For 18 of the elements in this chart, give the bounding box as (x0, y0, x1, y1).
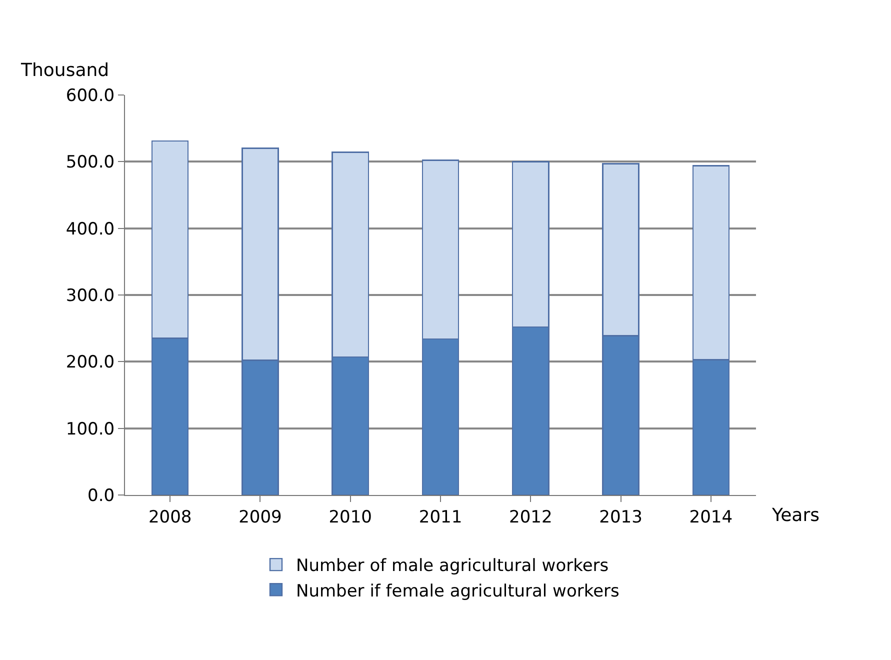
y-tick-label: 600.0 (66, 86, 115, 106)
y-tick-label: 0.0 (88, 486, 115, 506)
x-tick-label: 2009 (238, 507, 282, 528)
y-tick-label: 100.0 (66, 419, 115, 440)
x-tick-label: 2010 (328, 507, 372, 528)
y-tick-label: 300.0 (66, 286, 115, 306)
legend-label: Number if female agricultural workers (296, 581, 620, 602)
x-axis-title: Years (771, 505, 820, 526)
x-tick-label: 2013 (599, 507, 642, 528)
x-tick-label: 2008 (148, 507, 192, 528)
legend-label: Number of male agricultural workers (296, 556, 609, 576)
y-axis-title: Thousand (20, 60, 110, 81)
x-tick-label: 2012 (509, 507, 552, 528)
x-tick-label: 2014 (689, 507, 733, 528)
x-tick-label: 2011 (418, 507, 462, 528)
y-tick-label: 400.0 (66, 219, 115, 240)
y-tick-label: 500.0 (66, 152, 115, 173)
y-tick-label: 200.0 (66, 352, 115, 373)
